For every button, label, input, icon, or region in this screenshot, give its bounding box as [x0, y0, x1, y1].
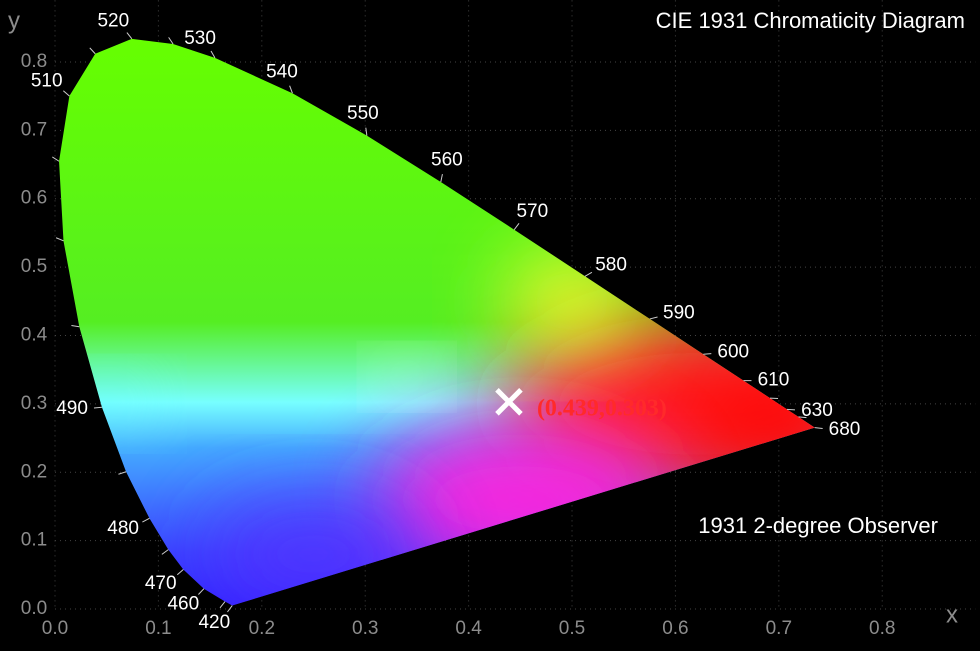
- wavelength-label: 490: [56, 398, 88, 419]
- x-tick-label: 0.6: [662, 618, 688, 639]
- x-tick-label: 0.4: [455, 618, 482, 639]
- fill-blob: [381, 358, 432, 395]
- wavelength-tick: [198, 588, 205, 595]
- wavelength-tick: [142, 517, 150, 523]
- wavelength-tick: [584, 271, 593, 277]
- y-tick-label: 0.6: [21, 188, 47, 209]
- y-tick-label: 0.5: [21, 256, 47, 277]
- wavelength-tick: [227, 605, 233, 613]
- wavelength-label: 460: [167, 594, 199, 615]
- wavelength-tick: [219, 601, 226, 609]
- wavelength-tick: [786, 408, 796, 411]
- x-tick-label: 0.0: [42, 618, 68, 639]
- wavelength-label: 550: [347, 103, 379, 124]
- wavelength-label: 540: [266, 62, 298, 83]
- wavelength-label: 470: [145, 573, 177, 594]
- chart-title: CIE 1931 Chromaticity Diagram: [656, 8, 965, 33]
- wavelength-tick: [210, 50, 216, 59]
- wavelength-tick: [649, 316, 658, 320]
- wavelength-label: 590: [663, 303, 695, 324]
- wavelength-tick: [176, 569, 184, 576]
- y-tick-label: 0.0: [21, 598, 47, 619]
- y-tick-label: 0.8: [21, 51, 47, 72]
- wavelength-tick: [365, 127, 368, 136]
- wavelength-label: 680: [829, 419, 861, 440]
- wavelength-tick: [168, 37, 174, 45]
- fill-blob: [688, 384, 815, 465]
- wavelength-tick: [93, 406, 102, 409]
- wavelength-tick: [55, 237, 64, 242]
- wavelength-tick: [89, 47, 96, 55]
- wavelength-tick: [52, 156, 60, 162]
- wavelength-label: 420: [198, 612, 230, 633]
- y-tick-label: 0.1: [21, 530, 47, 551]
- wavelength-tick: [289, 85, 293, 94]
- wavelength-label: 510: [31, 71, 63, 92]
- x-tick-label: 0.2: [249, 618, 275, 639]
- y-tick-label: 0.7: [21, 119, 47, 140]
- x-tick-label: 0.5: [559, 618, 585, 639]
- annotation: 1931 2-degree Observer: [698, 513, 938, 538]
- y-tick-label: 0.4: [21, 324, 48, 345]
- wavelength-label: 570: [516, 201, 548, 222]
- y-axis-label: y: [8, 7, 20, 34]
- wavelength-tick: [703, 353, 712, 355]
- y-tick-label: 0.3: [21, 393, 47, 414]
- wavelength-label: 480: [107, 518, 139, 539]
- wavelength-tick: [62, 90, 70, 97]
- wavelength-tick: [161, 549, 169, 555]
- x-axis-label: x: [946, 601, 958, 628]
- wavelength-label: 600: [717, 341, 749, 362]
- wavelength-tick: [798, 416, 807, 419]
- x-tick-label: 0.1: [145, 618, 171, 639]
- wavelength-label: 560: [431, 149, 463, 170]
- y-tick-label: 0.2: [21, 461, 47, 482]
- x-tick-label: 0.8: [869, 618, 895, 639]
- wavelength-tick: [71, 324, 80, 328]
- wavelength-label: 610: [758, 370, 790, 391]
- wavelength-tick: [118, 471, 127, 475]
- wavelength-label: 580: [595, 254, 627, 275]
- point-label: (0.439,0.303): [537, 395, 667, 421]
- wavelength-label: 530: [184, 28, 216, 49]
- x-tick-label: 0.7: [766, 618, 792, 639]
- wavelength-tick: [513, 223, 520, 230]
- data-point: [495, 388, 523, 416]
- wavelength-tick: [126, 32, 133, 40]
- wavelength-tick: [440, 174, 443, 183]
- wavelength-label: 630: [801, 400, 833, 421]
- wavelength-tick: [814, 427, 823, 429]
- x-tick-label: 0.3: [352, 618, 378, 639]
- wavelength-label: 520: [97, 11, 129, 32]
